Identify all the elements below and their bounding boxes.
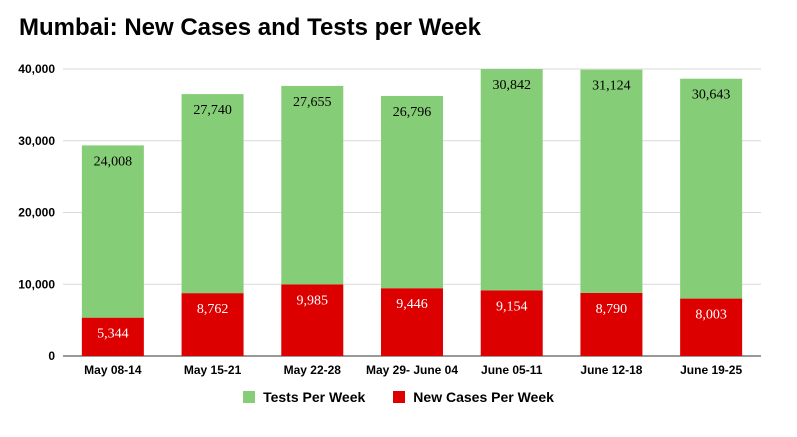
bar-tests bbox=[181, 94, 244, 294]
legend-item-tests: Tests Per Week bbox=[243, 389, 365, 405]
bar-tests bbox=[281, 85, 344, 285]
y-tick-label: 10,000 bbox=[18, 277, 55, 291]
bar-new-cases bbox=[381, 288, 443, 356]
legend: Tests Per Week New Cases Per Week bbox=[0, 389, 797, 405]
data-label-new-cases: 8,003 bbox=[695, 308, 727, 323]
legend-label-cases: New Cases Per Week bbox=[413, 389, 554, 405]
legend-swatch-tests bbox=[243, 391, 256, 403]
data-label-new-cases: 9,446 bbox=[396, 297, 428, 312]
data-label-tests: 24,008 bbox=[94, 154, 133, 169]
bar-tests bbox=[680, 78, 743, 299]
y-tick-label: 20,000 bbox=[18, 206, 55, 220]
data-label-tests: 27,655 bbox=[293, 95, 332, 110]
legend-label-tests: Tests Per Week bbox=[263, 389, 366, 405]
bar-tests bbox=[580, 69, 643, 293]
y-tick-label: 30,000 bbox=[18, 134, 55, 148]
bar-tests bbox=[381, 95, 443, 289]
data-label-tests: 30,643 bbox=[692, 88, 731, 103]
bar-new-cases bbox=[680, 298, 743, 356]
x-tick-label: June 19-25 bbox=[680, 363, 742, 377]
data-label-tests: 30,842 bbox=[492, 78, 531, 93]
bar-tests bbox=[480, 69, 543, 291]
data-label-new-cases: 8,762 bbox=[197, 302, 229, 317]
data-label-tests: 27,740 bbox=[193, 103, 232, 118]
x-tick-label: May 29- June 04 bbox=[366, 363, 458, 377]
data-label-tests: 26,796 bbox=[393, 105, 432, 120]
y-tick-label: 0 bbox=[48, 349, 55, 363]
bar-tests bbox=[81, 145, 144, 318]
x-tick-label: May 15-21 bbox=[184, 363, 242, 377]
x-tick-label: June 12-18 bbox=[580, 363, 642, 377]
x-tick-label: May 22-28 bbox=[284, 363, 342, 377]
bar-new-cases bbox=[181, 293, 244, 356]
bar-new-cases bbox=[281, 284, 344, 356]
y-tick-label: 40,000 bbox=[18, 62, 55, 76]
data-label-tests: 31,124 bbox=[592, 79, 631, 94]
legend-swatch-cases bbox=[393, 391, 406, 403]
chart-title: Mumbai: New Cases and Tests per Week bbox=[19, 14, 481, 41]
legend-item-cases: New Cases Per Week bbox=[393, 389, 554, 405]
data-label-new-cases: 9,985 bbox=[297, 293, 329, 308]
x-tick-label: June 05-11 bbox=[481, 363, 543, 377]
data-label-new-cases: 5,344 bbox=[97, 327, 129, 342]
data-label-new-cases: 9,154 bbox=[496, 299, 528, 314]
data-label-new-cases: 8,790 bbox=[596, 302, 628, 317]
bar-new-cases bbox=[580, 292, 643, 356]
x-tick-label: May 08-14 bbox=[84, 363, 142, 377]
bar-new-cases bbox=[81, 317, 144, 356]
bar-new-cases bbox=[480, 290, 543, 356]
